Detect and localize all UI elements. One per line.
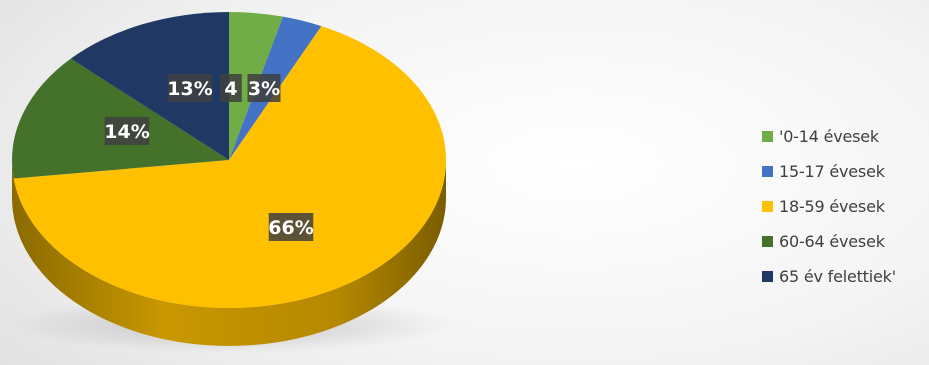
data-label-65-plus: 13% <box>167 74 213 102</box>
legend: '0-14 évesek 15-17 évesek 18-59 évesek 60-6… <box>762 124 896 288</box>
legend-label: 15-17 évesek <box>779 161 885 181</box>
svg-text:14%: 14% <box>104 121 149 143</box>
pie-slices <box>11 12 446 309</box>
pie-slice-65-plus <box>70 12 229 160</box>
legend-swatch <box>762 130 773 142</box>
legend-swatch <box>762 270 773 282</box>
legend-item-60-64: 60-64 évesek <box>762 229 896 253</box>
legend-item-15-17: 15-17 évesek <box>762 159 896 183</box>
svg-text:13%: 13% <box>167 78 212 100</box>
legend-label: 18-59 évesek <box>779 196 885 216</box>
data-label-0-14: 4 <box>220 74 242 102</box>
legend-swatch <box>762 200 773 212</box>
legend-label: 60-64 évesek <box>779 231 885 251</box>
data-label-60-64: 14% <box>104 117 150 145</box>
legend-item-65-plus: 65 év felettiek' <box>762 264 896 288</box>
pie-3d-side <box>12 160 446 346</box>
legend-label: 65 év felettiek' <box>779 266 896 286</box>
data-label-18-59: 66% <box>268 213 314 241</box>
svg-text:66%: 66% <box>268 217 313 239</box>
data-label-15-17: 3% <box>247 74 281 102</box>
legend-swatch <box>762 235 773 247</box>
legend-swatch <box>762 165 773 177</box>
pie-slice-18-59 <box>13 26 446 309</box>
legend-item-0-14: '0-14 évesek <box>762 124 896 148</box>
legend-item-18-59: 18-59 évesek <box>762 194 896 218</box>
svg-text:3%: 3% <box>248 78 280 100</box>
pie-data-labels: 4 3% 66% 14% 13% <box>104 74 314 241</box>
legend-label: '0-14 évesek <box>779 126 879 146</box>
svg-text:4: 4 <box>224 78 237 100</box>
